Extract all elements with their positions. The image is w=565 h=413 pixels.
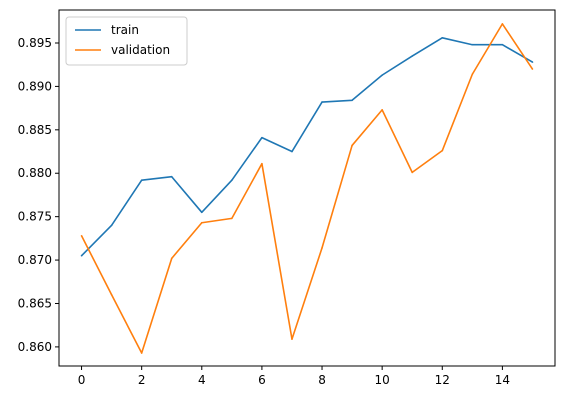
x-tick-label: 14 [495, 373, 510, 387]
validation-point [531, 68, 534, 70]
validation-point [231, 217, 233, 220]
y-tick-label: 0.870 [18, 253, 52, 267]
train-point [80, 254, 83, 257]
train-point [110, 224, 113, 227]
validation-point [80, 234, 83, 237]
train-point [291, 150, 293, 153]
validation-point [110, 294, 113, 296]
x-tick-label: 4 [198, 373, 206, 387]
x-tick-label: 10 [375, 373, 390, 387]
validation-point [411, 171, 414, 174]
train-point [170, 175, 173, 178]
train-point [381, 74, 383, 76]
y-tick-label: 0.880 [18, 166, 52, 180]
y-tick-label: 0.885 [18, 123, 52, 137]
x-tick-label: 0 [78, 373, 86, 387]
plot-area [59, 10, 555, 366]
validation-point [200, 221, 203, 224]
legend-validation-label: validation [111, 43, 170, 57]
validation-point [441, 149, 444, 152]
series-validation [80, 23, 534, 354]
x-tick-label: 12 [435, 373, 450, 387]
train-point [441, 36, 444, 39]
y-tick-label: 0.860 [18, 340, 52, 354]
train-point [200, 211, 203, 214]
x-tick-label: 6 [258, 373, 266, 387]
validation-point [321, 247, 323, 249]
validation-point [471, 73, 474, 76]
train-line [80, 36, 533, 257]
y-tick-label: 0.875 [18, 210, 52, 224]
train-point [411, 55, 414, 57]
validation-line [80, 23, 534, 354]
legend: train validation [65, 16, 188, 66]
x-tick-label: 8 [318, 373, 326, 387]
legend-box [65, 16, 188, 66]
legend-train-label: train [111, 23, 139, 37]
series-layer [80, 23, 534, 354]
train-point [231, 179, 233, 181]
validation-point [291, 338, 293, 340]
validation-point [261, 162, 263, 165]
validation-point [501, 23, 504, 25]
y-tick-label: 0.865 [18, 296, 52, 310]
train-point [261, 136, 263, 139]
x-tick-label: 2 [138, 373, 146, 387]
train-point [501, 43, 504, 46]
y-axis: 0.860 0.865 0.870 0.875 0.880 0.885 0.890 0.895 [18, 36, 59, 354]
validation-point [170, 257, 173, 260]
y-tick-label: 0.895 [18, 36, 52, 50]
train-point [351, 99, 353, 102]
train-point [140, 179, 143, 181]
train-point [321, 101, 323, 103]
y-tick-label: 0.890 [18, 79, 52, 93]
validation-point [351, 144, 353, 147]
series-train [80, 36, 534, 257]
train-point [471, 43, 474, 46]
validation-point [381, 109, 383, 111]
train-point [531, 61, 534, 63]
plot-frame [58, 9, 556, 367]
validation-point [140, 352, 143, 354]
x-axis: 0 2 4 6 8 10 12 14 [78, 366, 510, 387]
